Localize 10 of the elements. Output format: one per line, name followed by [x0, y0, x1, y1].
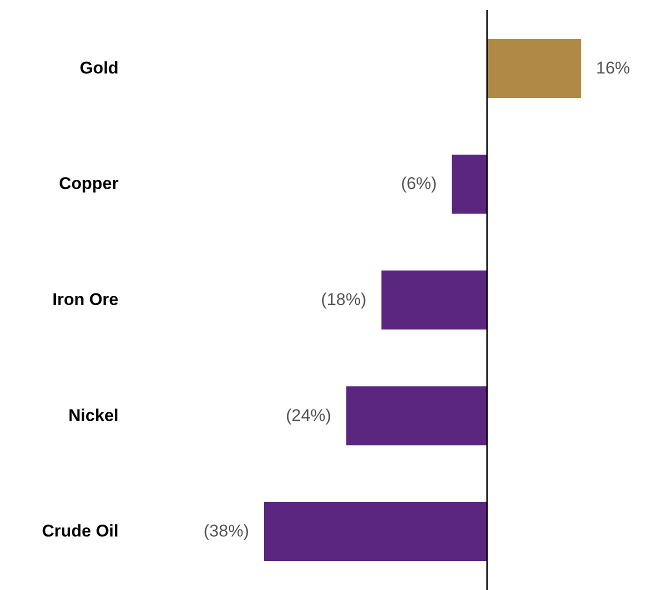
- data-label: (24%): [286, 406, 332, 425]
- data-label: (6%): [400, 174, 437, 194]
- y-tick-label: Nickel: [68, 406, 118, 425]
- y-tick-label: Gold: [80, 58, 118, 78]
- y-tick-label: Crude Oil: [42, 522, 118, 541]
- data-label: (38%): [204, 522, 249, 541]
- y-tick-label: Copper: [59, 174, 119, 194]
- y-tick-label: Iron Ore: [52, 290, 118, 309]
- data-label: (18%): [321, 290, 366, 309]
- data-label: 16%: [596, 58, 630, 78]
